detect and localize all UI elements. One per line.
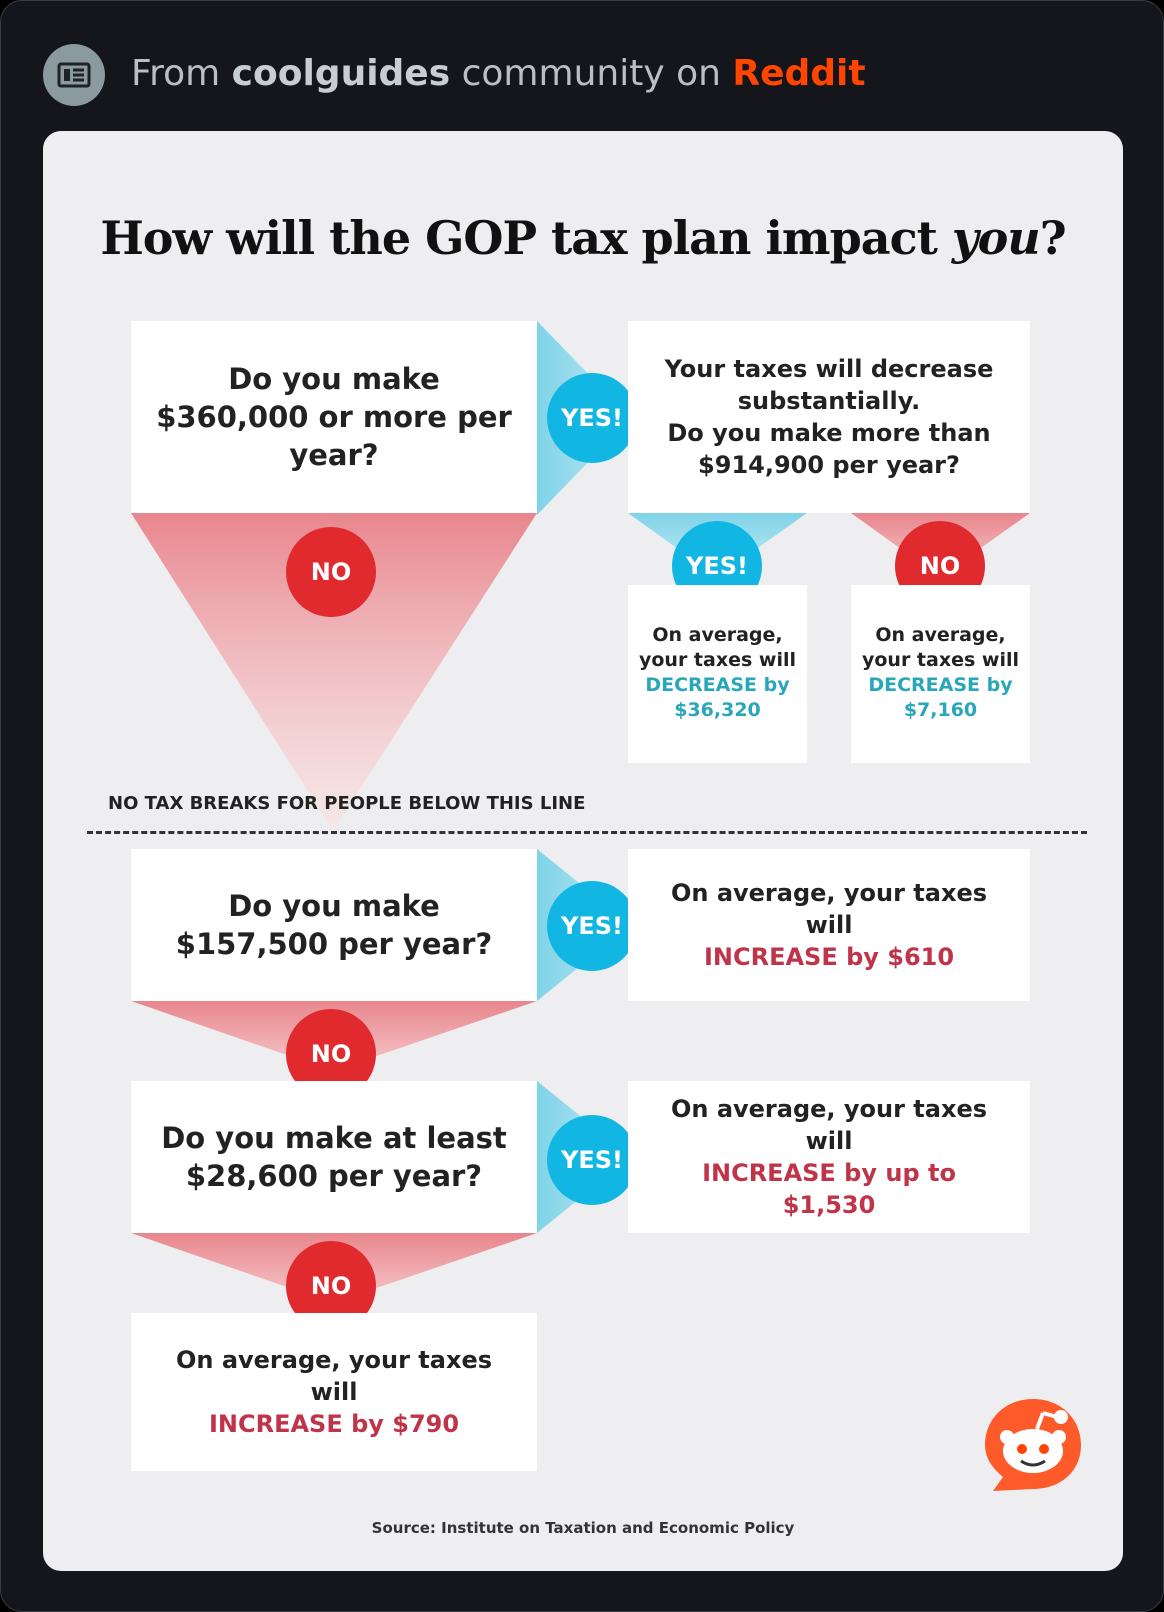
- reddit-link[interactable]: Reddit: [732, 53, 866, 94]
- decrease-amount-b: DECREASE by $7,160: [868, 674, 1013, 721]
- post-source-line: From coolguides community on Reddit: [131, 49, 866, 99]
- outcome-decrease-36320: On average, your taxes will DECREASE by …: [628, 585, 807, 763]
- community-link[interactable]: coolguides: [231, 53, 451, 94]
- yes-badge-4: YES!: [547, 1115, 637, 1205]
- source-middle: community on: [461, 53, 721, 94]
- increase-amount-610: INCREASE by $610: [703, 943, 955, 971]
- question-157k: Do you make $157,500 per year?: [131, 849, 537, 1001]
- reddit-snoo-icon[interactable]: [981, 1393, 1085, 1501]
- infographic-card: How will the GOP tax plan impact you? Do…: [43, 131, 1123, 1571]
- title-emphasis: you: [951, 211, 1041, 265]
- yes-badge-1: YES!: [547, 373, 637, 463]
- no-badge-1: NO: [286, 527, 376, 617]
- source-credit: Source: Institute on Taxation and Econom…: [371, 1519, 795, 1537]
- divider-dashed: [87, 831, 1087, 834]
- infographic-title: How will the GOP tax plan impact you?: [100, 211, 1066, 265]
- newspaper-icon: [43, 44, 105, 106]
- result-increase-1530: On average, your taxes will INCREASE by …: [628, 1081, 1030, 1233]
- yes-badge-3: YES!: [547, 881, 637, 971]
- no-funnel-large: [131, 513, 537, 831]
- outcome-decrease-7160: On average, your taxes will DECREASE by …: [851, 585, 1030, 763]
- source-prefix: From: [131, 53, 221, 94]
- result-increase-790: On average, your taxes will INCREASE by …: [131, 1313, 537, 1471]
- decrease-amount-a: DECREASE by $36,320: [645, 674, 790, 721]
- increase-amount-790: INCREASE by $790: [208, 1410, 460, 1438]
- result-increase-610: On average, your taxes will INCREASE by …: [628, 849, 1030, 1001]
- below-line-label: NO TAX BREAKS FOR PEOPLE BELOW THIS LINE: [108, 793, 586, 814]
- increase-amount-1530: INCREASE by up to $1,530: [702, 1159, 956, 1219]
- question-28k: Do you make at least $28,600 per year?: [131, 1081, 537, 1233]
- result-decrease-substantially: Your taxes will decrease substantially. …: [628, 321, 1030, 513]
- question-360k: Do you make $360,000 or more per year?: [131, 321, 537, 513]
